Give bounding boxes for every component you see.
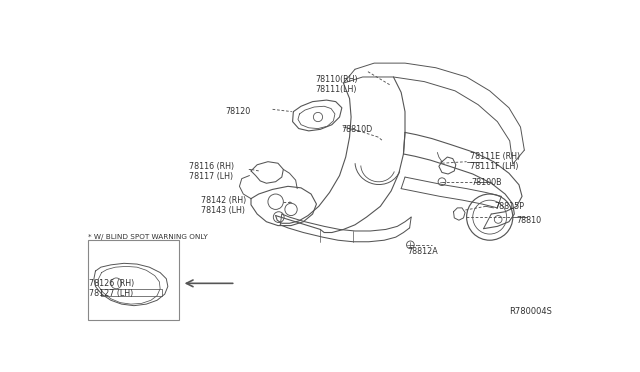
Text: 78120: 78120 xyxy=(226,107,251,116)
Text: 78815P: 78815P xyxy=(494,202,524,211)
Text: * W/ BLIND SPOT WARNING ONLY: * W/ BLIND SPOT WARNING ONLY xyxy=(88,234,207,240)
Text: 78142 (RH)
78143 (LH): 78142 (RH) 78143 (LH) xyxy=(201,196,246,215)
Text: 78116 (RH)
78117 (LH): 78116 (RH) 78117 (LH) xyxy=(189,162,234,182)
Text: 78126 (RH)
78127 (LH): 78126 (RH) 78127 (LH) xyxy=(90,279,134,298)
Text: 78812A: 78812A xyxy=(407,247,438,256)
Text: 78100B: 78100B xyxy=(471,178,502,187)
Text: 78111E (RH)
78111F (LH): 78111E (RH) 78111F (LH) xyxy=(470,152,520,171)
Text: 78110(RH)
78111(LH): 78110(RH) 78111(LH) xyxy=(315,75,358,94)
Text: 78810D: 78810D xyxy=(342,125,373,134)
Text: R780004S: R780004S xyxy=(509,307,552,316)
Text: 78810: 78810 xyxy=(516,216,541,225)
